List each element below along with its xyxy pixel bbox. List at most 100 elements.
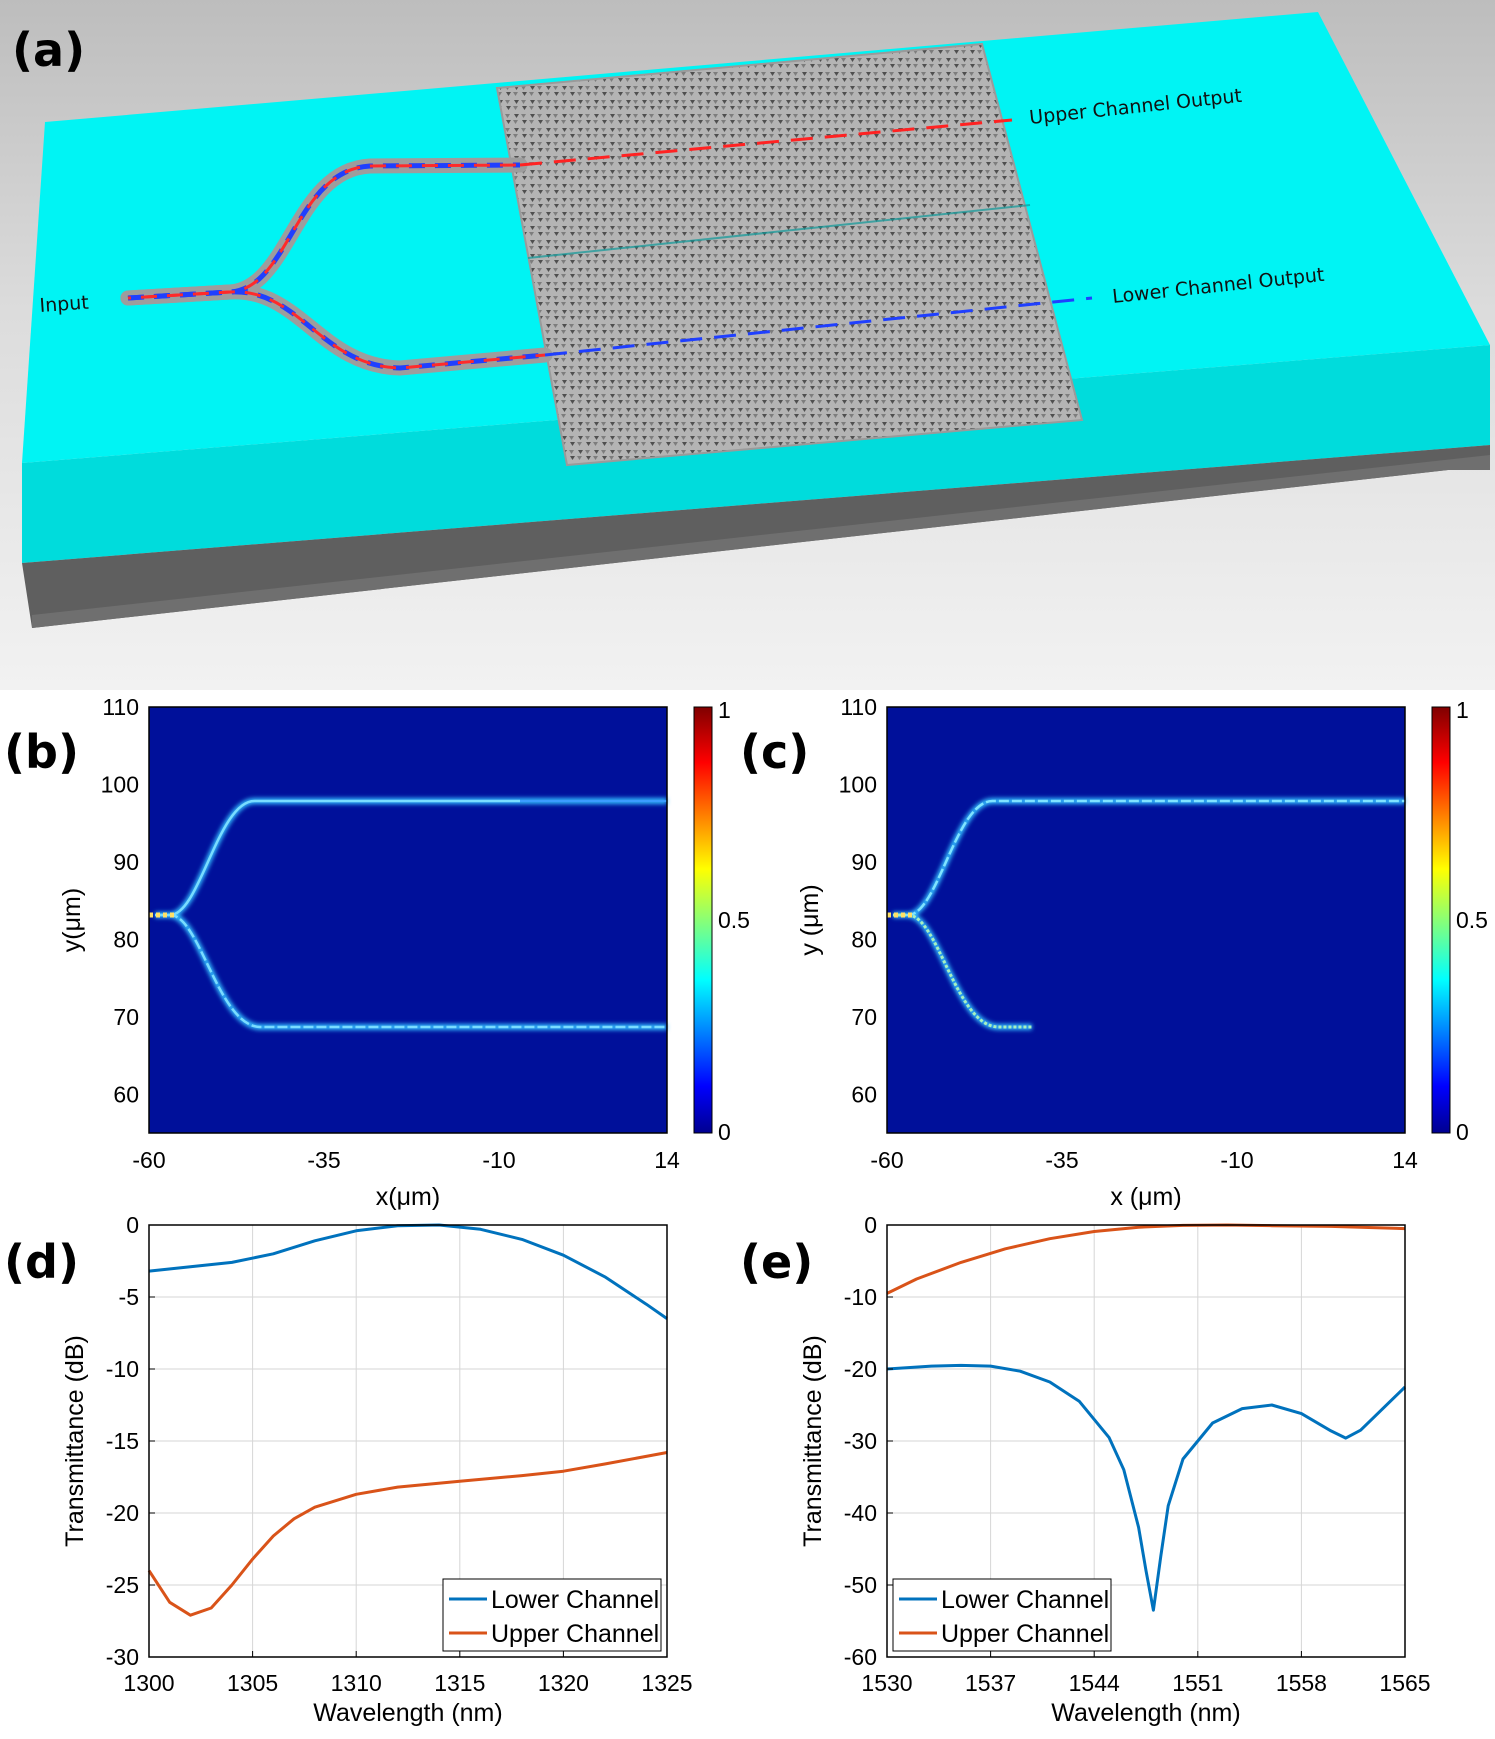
y-tick-b: 90 [113,849,139,875]
colorbar-tick-b: 0.5 [718,907,750,933]
x-tick-b: -10 [482,1147,515,1173]
panel-a-label: (a) [12,23,85,77]
x-tick-c: -10 [1220,1147,1253,1173]
colorbar-tick-b: 1 [718,697,731,723]
panel-c-label: (c) [740,725,809,779]
panel-b-label: (b) [4,725,79,779]
y-tick-label-e: -10 [844,1284,877,1310]
y-tick-b: 110 [102,694,139,720]
y-tick-b: 70 [113,1004,139,1030]
upper-arm-red-dash [127,163,521,300]
y-tick-label-e: -50 [844,1572,877,1598]
x-ticks-b: -60 -35 -10 14 [132,1147,680,1173]
panel-e-label: (e) [740,1235,813,1289]
x-tick-label-d: 1320 [538,1670,589,1696]
y-axis-label-d: Transmittance (dB) [61,1335,89,1547]
x-tick-label-d: 1315 [434,1670,485,1696]
x-tick-label-d: 1305 [227,1670,278,1696]
lower-output-beam [544,296,1093,357]
x-tick-label-e: 1565 [1379,1670,1430,1696]
x-tick-b: 14 [654,1147,680,1173]
legend-e [892,1578,1112,1652]
y-tick-label-d: -15 [106,1428,139,1454]
y-tick-b: 60 [113,1081,139,1107]
y-tick-label-d: -10 [106,1356,139,1382]
y-tick-b: 80 [113,926,139,952]
frame-c [886,706,1406,1134]
x-tick-b: -60 [132,1147,165,1173]
y-tick-c: 90 [851,849,877,875]
base-bottom-face [32,455,1490,628]
series-line-upper-channel-e [886,1223,1406,1295]
x-tick-label-e: 1551 [1172,1670,1223,1696]
y-ticks-c: 110 100 90 80 70 60 [839,694,877,1107]
colorbar-tick-c: 0.5 [1456,907,1488,933]
photonic-crystal-slab [495,42,1084,467]
series-line-upper-channel-d [147,1451,668,1617]
x-tick-label-e: 1558 [1276,1670,1327,1696]
y-tick-label-e: -40 [844,1500,877,1526]
colorbar-b [693,706,713,1134]
y-tick-c: 110 [840,694,877,720]
y-axis-label-c: y (μm) [796,884,824,955]
lower-arm-red-dash [127,290,546,370]
lower-path-b [155,913,667,1029]
legend-entry-e: Lower Channel [941,1586,1109,1614]
legend-d [442,1578,662,1652]
y-tick-label-e: 0 [864,1212,877,1238]
y-tick-label-d: -30 [106,1644,139,1670]
panel-c: 110 100 90 80 70 60 -60 -35 -10 14 x (μm… [740,694,1488,1211]
y-tick-label-e: -60 [844,1644,877,1670]
colorbar-tick-b: 0 [718,1119,731,1145]
x-axis-label-b: x(μm) [376,1183,440,1211]
panel-d-label: (d) [4,1235,79,1289]
x-tick-label-d: 1325 [641,1670,692,1696]
series-line-lower-channel-e [886,1363,1407,1612]
field-map-c [887,707,1405,1133]
y-axis-label-b: y(μm) [58,888,86,952]
y-tick-b: 100 [101,771,139,797]
colorbar-tick-c: 0 [1456,1119,1469,1145]
x-tick-c: -35 [1045,1147,1078,1173]
crystal-interface [527,204,1031,259]
y-tick-label-e: -20 [844,1356,877,1382]
x-tick-c: 14 [1392,1147,1418,1173]
x-tick-label-e: 1530 [861,1670,912,1696]
y-axis-label-e: Transmittance (dB) [799,1335,827,1547]
y-tick-c: 80 [851,926,877,952]
upper-output-beam [519,118,1013,167]
x-tick-label-d: 1300 [123,1670,174,1696]
x-tick-c: -60 [870,1147,903,1173]
substrate-front-face [22,345,1490,563]
x-axis-label-e: Wavelength (nm) [1051,1699,1240,1727]
x-tick-label-e: 1537 [965,1670,1016,1696]
upper-path-c [893,799,1405,917]
y-tick-label-d: -5 [119,1284,139,1310]
panel-a: Input Upper Channel Output Lower Channel… [0,0,1495,690]
legend-entry-e: Upper Channel [941,1620,1109,1648]
lower-path-c [893,913,1032,1029]
y-tick-label-d: -25 [106,1572,139,1598]
y-tick-c: 100 [839,771,877,797]
x-axis-label-d: Wavelength (nm) [313,1699,502,1727]
transmittance-chart-d: 1300 1305 1310 1315 1320 1325 0 -5 -10 -15 -20 -25 -… [61,1212,693,1727]
input-label: Input [39,292,90,317]
x-tick-label-d: 1310 [331,1670,382,1696]
y-ticks-b: 110 100 90 80 70 60 [101,694,139,1107]
x-tick-label-e: 1544 [1069,1670,1120,1696]
y-tick-label-e: -30 [844,1428,877,1454]
y-tick-c: 70 [851,1004,877,1030]
field-map-b [149,707,667,1133]
y-tick-c: 60 [851,1081,877,1107]
panel-b: 110 100 90 80 70 60 -60 -35 -10 14 x(μm)… [4,694,750,1211]
x-tick-b: -35 [307,1147,340,1173]
y-tick-label-d: -20 [106,1500,139,1526]
frame-b [148,706,668,1134]
x-ticks-c: -60 -35 -10 14 [870,1147,1418,1173]
upper-path-b [155,799,520,917]
colorbar-tick-c: 1 [1456,697,1469,723]
legend-entry-d: Lower Channel [491,1586,659,1614]
x-axis-label-c: x (μm) [1110,1183,1181,1211]
y-tick-label-d: 0 [126,1212,139,1238]
